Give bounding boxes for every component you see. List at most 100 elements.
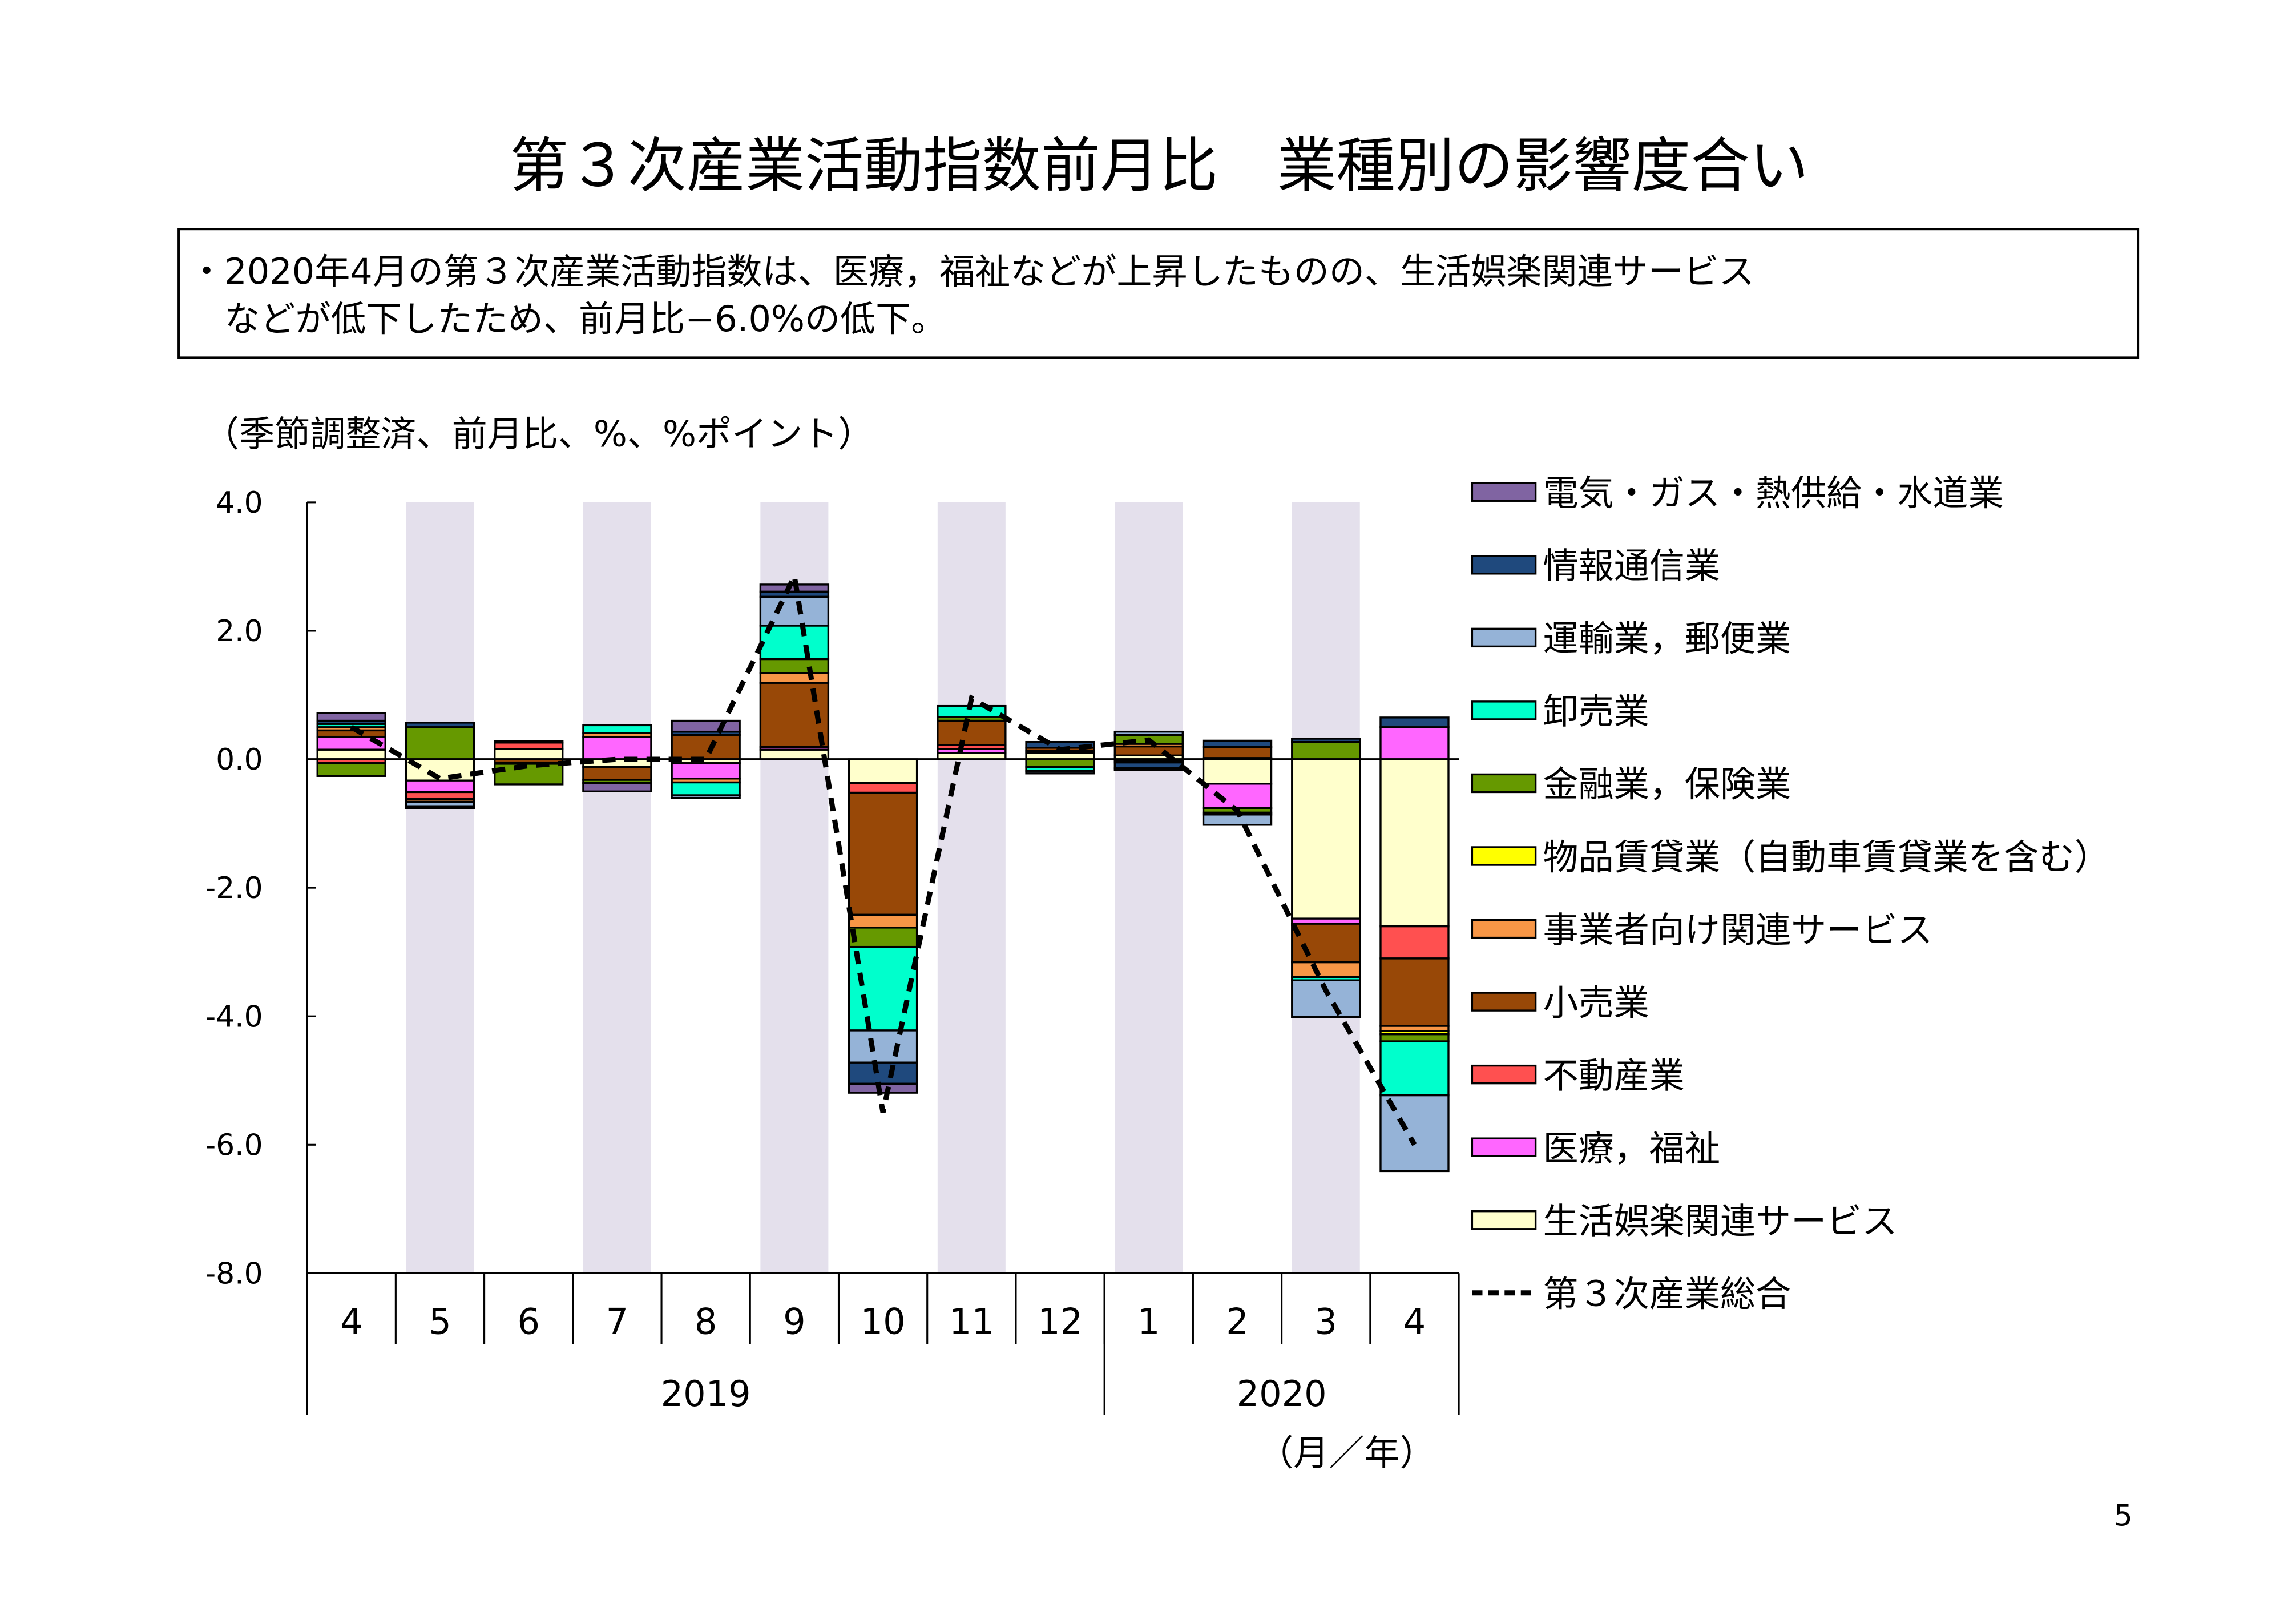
bar-segment [1379,925,1450,960]
x-tick-label: 4 [1403,1300,1426,1342]
shaded-band [937,502,1006,1274]
legend-label: 不動産業 [1543,1054,1685,1096]
bar-segment [494,740,564,744]
summary-box [177,228,2140,359]
shaded-band [1115,502,1183,1274]
bar-segment [848,1029,918,1064]
bar-segment [1291,758,1361,920]
bar-segment [1379,1040,1450,1097]
bar-segment [671,734,741,760]
shaded-band [406,502,474,1274]
units-label: （季節調整済、前月比、%、%ポイント） [204,413,873,455]
y-tick-label: 4.0 [216,486,263,520]
bar-segment [582,766,652,781]
bar-segment [671,781,741,796]
bar-segment [759,748,830,760]
bar-segment [405,722,475,728]
bar-segment [1379,1033,1450,1042]
bar-segment [1113,745,1184,756]
legend-swatch [1471,482,1537,502]
bar-segment [848,758,918,784]
x-tick-label: 9 [783,1300,806,1342]
x-tick-label: 2 [1226,1300,1249,1342]
legend-label: 事業者向け関連サービス [1543,909,1933,951]
bar-segment [1202,758,1273,785]
bar-segment [848,927,918,948]
y-tick-label: -2.0 [205,871,263,905]
bar-segment [1202,746,1273,759]
bar-segment [316,748,386,760]
x-tick-label: 10 [861,1300,906,1342]
x-tick-label: 7 [606,1300,629,1342]
legend-label: 生活娯楽関連サービス [1543,1201,1898,1242]
legend-swatch [1471,700,1537,720]
bar-segment [405,726,475,760]
y-tick-label: -6.0 [205,1128,263,1162]
bar-segment [494,763,564,786]
bar-segment [1025,758,1095,768]
summary-line-1: ・2020年4月の第３次産業活動指数は、医療，福祉などが上昇したものの、生活娯楽… [189,251,1754,292]
bar-segment [1113,730,1184,736]
summary-line-2: などが低下したため、前月比−6.0%の低下。 [224,298,946,340]
legend-swatch [1471,1137,1537,1157]
legend-swatch [1471,627,1537,648]
bar-segment [582,782,652,792]
legend-swatch [1471,555,1537,575]
bar-segment [582,735,652,760]
legend-swatch [1471,1064,1537,1085]
bar-segment [1291,923,1361,964]
bar-segment [671,762,741,780]
shaded-band [583,502,651,1274]
bar-segment [316,729,386,738]
bar-segment [1291,738,1361,743]
legend-label: 第３次産業総合 [1543,1273,1791,1315]
bar-segment [405,805,475,809]
page-title: 第３次産業活動指数前月比 業種別の影響度合い [510,132,1809,200]
legend-label: 医療，福祉 [1543,1127,1720,1169]
chart: 4.02.00.0-2.0-4.0-6.0-8.04 5 6 7 8 9 10 11 12 1 2 3… [205,486,1460,1415]
y-tick-label: 0.0 [216,743,263,777]
page-number: 5 [2114,1499,2133,1533]
legend-label: 物品賃貸業（自動車賃貸業を含む） [1543,836,2110,878]
bar-segment [848,1061,918,1085]
bar-segment [1379,758,1450,928]
bar-segment [582,724,652,734]
legend-label: 電気・ガス・熱供給・水道業 [1543,472,2004,514]
bar-segment [1379,716,1450,728]
bar-segment [316,712,386,722]
legend-label: 小売業 [1543,982,1649,1024]
legend-label: 情報通信業 [1543,545,1720,587]
legend-swatch [1471,773,1537,794]
year-label: 2020 [1237,1373,1327,1415]
x-tick-label: 12 [1038,1300,1083,1342]
bar-segment [1291,740,1361,760]
bar-segment [1379,957,1450,1027]
y-tick-label: -4.0 [205,1000,263,1034]
legend: 電気・ガス・熱供給・水道業情報通信業運輸業，郵便業卸売業金融業，保険業物品賃貸業… [1471,472,2110,1315]
bar-segment [1113,767,1184,771]
bar-segment [316,762,386,777]
x-tick-label: 3 [1315,1300,1338,1342]
bar-segment [1202,783,1273,809]
bar-segment [405,779,475,794]
bar-segment [759,625,830,661]
bar-segment [848,791,918,916]
y-tick-label: -8.0 [205,1256,263,1291]
bar-segment [848,1082,918,1094]
bar-segment [671,794,741,799]
bar-segment [759,672,830,684]
legend-swatch [1471,992,1537,1012]
bar-segment [1202,739,1273,748]
x-tick-label: 5 [429,1300,451,1342]
x-axis-label: （月／年） [1258,1432,1435,1474]
year-label: 2019 [661,1373,751,1415]
bar-segment [494,748,564,760]
legend-swatch [1471,846,1537,866]
bar-segment [1291,961,1361,978]
bar-segment [1025,770,1095,775]
bar-segment [1379,726,1450,760]
x-tick-label: 8 [695,1300,717,1342]
bar-segment [494,742,564,750]
legend-label: 金融業，保険業 [1543,763,1791,805]
